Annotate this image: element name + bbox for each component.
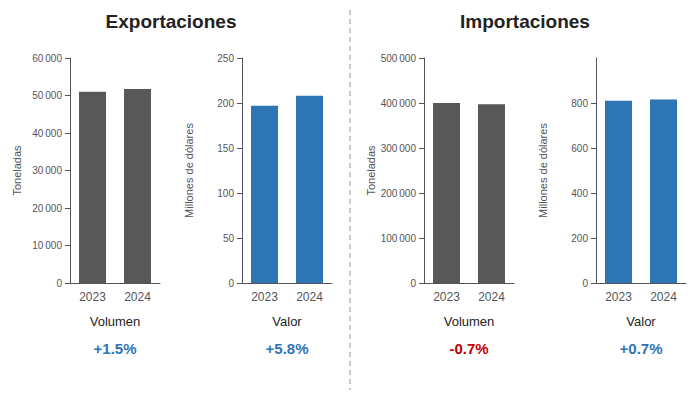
svg-text:2023: 2023 xyxy=(433,290,460,304)
svg-text:200: 200 xyxy=(217,98,234,109)
svg-text:Millones de dólares: Millones de dólares xyxy=(537,123,549,218)
svg-text:+1.5%: +1.5% xyxy=(94,340,137,357)
svg-text:Valor: Valor xyxy=(272,314,302,329)
svg-text:0: 0 xyxy=(410,278,416,289)
svg-text:40 000: 40 000 xyxy=(32,128,62,139)
svg-text:100 000: 100 000 xyxy=(381,233,417,244)
svg-text:150: 150 xyxy=(217,143,234,154)
svg-text:2023: 2023 xyxy=(251,290,278,304)
svg-text:200 000: 200 000 xyxy=(381,188,417,199)
svg-text:600: 600 xyxy=(571,143,588,154)
svg-text:Millones de dólares: Millones de dólares xyxy=(183,123,195,218)
svg-text:Volumen: Volumen xyxy=(90,314,141,329)
svg-text:2024: 2024 xyxy=(650,290,677,304)
svg-text:250: 250 xyxy=(217,53,234,64)
svg-text:0: 0 xyxy=(56,278,62,289)
svg-text:2024: 2024 xyxy=(296,290,323,304)
svg-text:Volumen: Volumen xyxy=(444,314,495,329)
svg-text:300 000: 300 000 xyxy=(381,143,417,154)
svg-text:Importaciones: Importaciones xyxy=(460,11,590,32)
svg-text:Toneladas: Toneladas xyxy=(365,145,377,196)
svg-text:2023: 2023 xyxy=(605,290,632,304)
svg-text:800: 800 xyxy=(571,98,588,109)
svg-text:60 000: 60 000 xyxy=(32,53,62,64)
svg-text:Exportaciones: Exportaciones xyxy=(106,11,237,32)
svg-text:2024: 2024 xyxy=(478,290,505,304)
svg-text:20 000: 20 000 xyxy=(32,203,62,214)
svg-text:+5.8%: +5.8% xyxy=(266,340,309,357)
svg-text:0: 0 xyxy=(228,278,234,289)
svg-text:0: 0 xyxy=(582,278,588,289)
svg-text:10 000: 10 000 xyxy=(32,240,62,251)
svg-text:400: 400 xyxy=(571,188,588,199)
svg-text:100: 100 xyxy=(217,188,234,199)
svg-text:200: 200 xyxy=(571,233,588,244)
svg-text:-0.7%: -0.7% xyxy=(449,340,488,357)
svg-text:+0.7%: +0.7% xyxy=(620,340,663,357)
svg-text:2024: 2024 xyxy=(124,290,151,304)
svg-text:Toneladas: Toneladas xyxy=(11,145,23,196)
svg-text:Valor: Valor xyxy=(626,314,656,329)
svg-text:400 000: 400 000 xyxy=(381,98,417,109)
svg-text:500 000: 500 000 xyxy=(381,53,417,64)
svg-text:50: 50 xyxy=(223,233,235,244)
svg-text:50 000: 50 000 xyxy=(32,90,62,101)
svg-text:2023: 2023 xyxy=(79,290,106,304)
svg-text:30 000: 30 000 xyxy=(32,165,62,176)
